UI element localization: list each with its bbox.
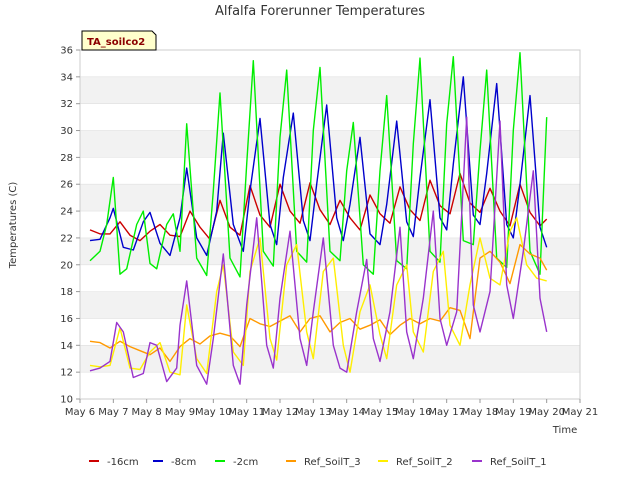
series-line-2cm [89,52,548,278]
y-tick-label: 12 [60,368,73,379]
x-tick-label: May 21 [562,407,599,418]
x-tick-label: May 11 [228,407,265,418]
y-tick-label: 30 [60,126,73,137]
y-tick-label: 14 [60,341,73,352]
plot-area [79,49,581,400]
legend-label: Ref_SoilT_1 [490,457,547,468]
x-tick-label: May 6 [65,407,95,418]
legend-label: -16cm [107,457,139,468]
y-tick-label: 34 [60,72,73,83]
y-tick-label: 32 [60,99,73,110]
x-tick-label: May 17 [428,407,465,418]
x-tick-label: May 10 [195,407,232,418]
y-tick-label: 36 [60,46,73,57]
tag-box-background [81,30,157,51]
grid-band [80,76,580,104]
y-tick-label: 28 [60,153,73,164]
x-tick-label: May 8 [132,407,162,418]
grid-band [80,345,580,373]
legend-label: Ref_SoilT_2 [396,457,453,468]
y-axis-title: Temperatures (C) [8,182,19,270]
y-axis: 10 12 14 16 18 20 22 24 26 28 30 32 34 36 [60,46,80,406]
legend-label: -2cm [233,457,258,468]
tag-box: TA_soilco2 [81,30,157,51]
x-tick-label: May 14 [328,407,365,418]
series-layer [89,52,548,385]
legend-label: Ref_SoilT_3 [304,457,361,468]
x-tick-label: May 20 [528,407,565,418]
x-tick-label: May 13 [295,407,332,418]
y-tick-label: 22 [60,233,73,244]
y-tick-label: 16 [60,314,73,325]
chart-title: Alfalfa Forerunner Temperatures [215,4,425,19]
x-tick-label: May 12 [262,407,299,418]
y-tick-label: 10 [60,395,73,406]
tag-label: TA_soilco2 [87,37,145,48]
x-tick-label: May 19 [495,407,532,418]
x-tick-label: May 9 [165,407,195,418]
legend: -16cm -8cm -2cm Ref_SoilT_3 Ref_SoilT_2 Ref_S… [89,457,547,468]
series-line-ref-soilt-3 [89,243,548,363]
y-tick-label: 24 [60,207,73,218]
y-tick-label: 18 [60,287,73,298]
y-tick-label: 20 [60,260,73,271]
x-tick-label: May 15 [362,407,399,418]
x-axis-title: Time [552,425,577,436]
grid-bands [80,49,580,400]
x-tick-label: May 16 [395,407,432,418]
legend-label: -8cm [171,457,196,468]
x-tick-label: May 7 [98,407,128,418]
x-tick-label: May 18 [462,407,499,418]
series-line-8cm [89,76,548,257]
y-tick-label: 26 [60,180,73,191]
series-line-ref-soilt-1 [89,116,548,385]
series-line-ref-soilt-2 [89,217,547,376]
